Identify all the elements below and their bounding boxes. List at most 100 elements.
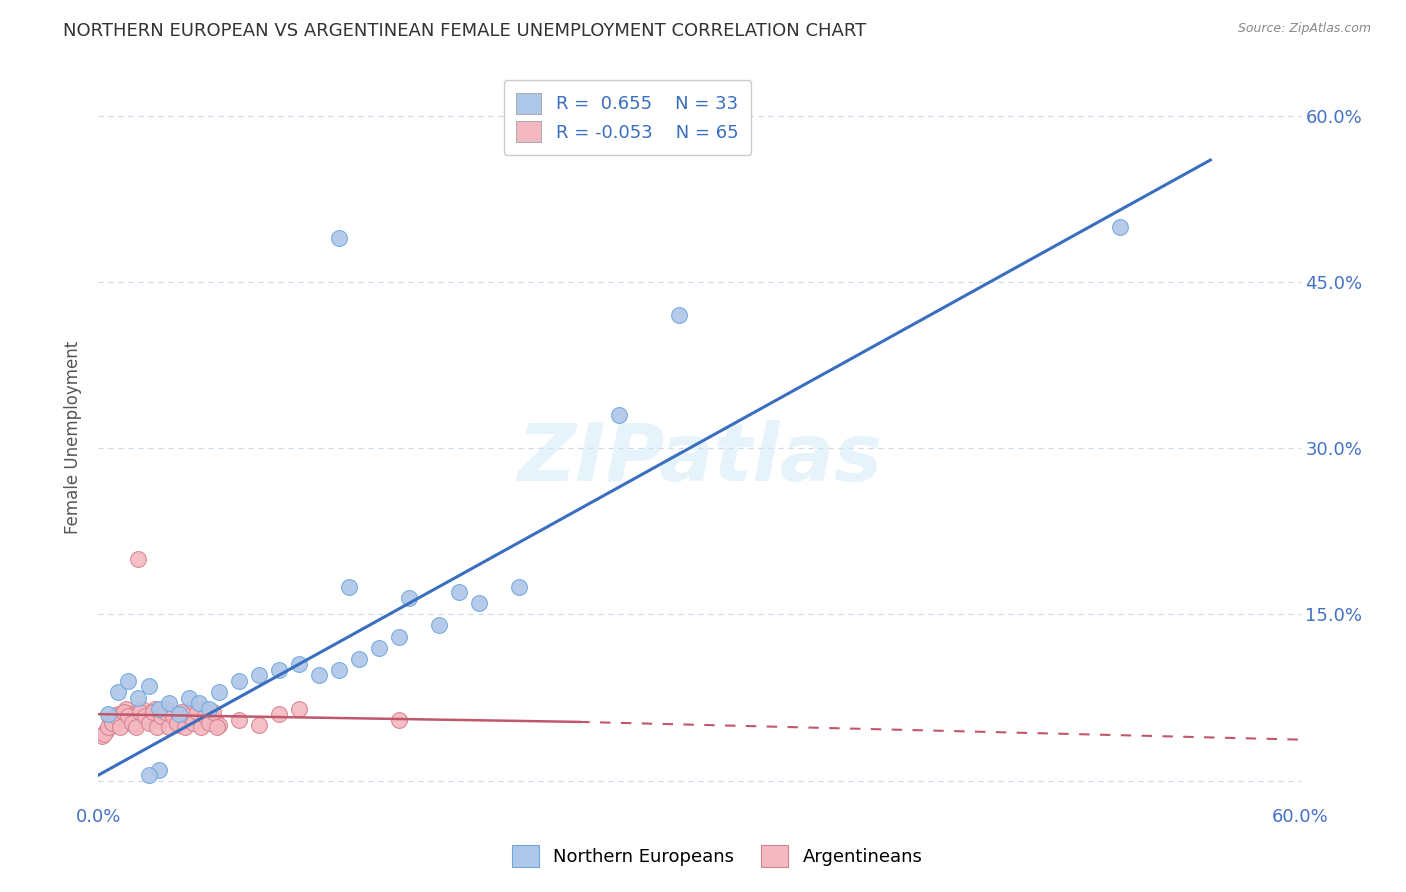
Point: [247, 718, 270, 732]
Point: [172, 707, 194, 722]
Point: [138, 716, 160, 731]
Point: [427, 618, 450, 632]
Point: [100, 713, 122, 727]
Point: [388, 630, 411, 644]
Point: [347, 651, 370, 665]
Point: [205, 721, 228, 735]
Point: [134, 709, 156, 723]
Point: [96, 723, 118, 738]
Point: [153, 705, 176, 719]
Point: [149, 709, 172, 723]
Point: [166, 716, 188, 731]
Point: [228, 713, 250, 727]
Point: [103, 718, 125, 732]
Point: [1109, 219, 1132, 234]
Point: [197, 716, 219, 731]
Point: [204, 713, 226, 727]
Point: [267, 663, 290, 677]
Point: [197, 701, 219, 715]
Point: [187, 707, 209, 722]
Legend: R =  0.655    N = 33, R = -0.053    N = 65: R = 0.655 N = 33, R = -0.053 N = 65: [503, 80, 751, 154]
Point: [176, 713, 198, 727]
Point: [148, 701, 170, 715]
Point: [228, 673, 250, 688]
Point: [148, 713, 170, 727]
Point: [129, 705, 152, 719]
Point: [368, 640, 391, 655]
Point: [125, 721, 148, 735]
Point: [186, 705, 208, 719]
Point: [91, 729, 114, 743]
Point: [177, 709, 200, 723]
Point: [131, 701, 153, 715]
Point: [143, 701, 166, 715]
Point: [169, 705, 191, 719]
Point: [668, 308, 690, 322]
Legend: Northern Europeans, Argentineans: Northern Europeans, Argentineans: [505, 838, 929, 874]
Point: [107, 707, 129, 722]
Point: [121, 716, 143, 731]
Point: [167, 707, 190, 722]
Point: [124, 718, 146, 732]
Point: [128, 690, 150, 705]
Point: [181, 716, 204, 731]
Point: [609, 408, 631, 422]
Point: [180, 701, 202, 715]
Point: [138, 680, 160, 694]
Point: [200, 707, 222, 722]
Point: [141, 705, 163, 719]
Point: [288, 657, 311, 672]
Point: [247, 668, 270, 682]
Point: [195, 713, 218, 727]
Point: [201, 705, 224, 719]
Text: ZIPatlas: ZIPatlas: [517, 420, 882, 498]
Point: [183, 713, 205, 727]
Point: [177, 690, 200, 705]
Point: [101, 716, 124, 731]
Point: [508, 580, 530, 594]
Point: [187, 696, 209, 710]
Point: [398, 591, 420, 605]
Point: [328, 663, 350, 677]
Point: [157, 721, 180, 735]
Point: [208, 718, 231, 732]
Point: [97, 721, 120, 735]
Point: [139, 707, 162, 722]
Point: [190, 721, 212, 735]
Point: [157, 696, 180, 710]
Point: [128, 552, 150, 566]
Point: [191, 701, 214, 715]
Point: [167, 718, 190, 732]
Point: [152, 707, 174, 722]
Y-axis label: Female Unemployment: Female Unemployment: [65, 341, 83, 533]
Point: [120, 707, 142, 722]
Point: [107, 685, 129, 699]
Point: [388, 713, 411, 727]
Point: [288, 701, 311, 715]
Point: [162, 709, 184, 723]
Point: [173, 721, 195, 735]
Point: [155, 701, 177, 715]
Point: [308, 668, 330, 682]
Point: [468, 596, 491, 610]
Point: [117, 709, 139, 723]
Point: [128, 707, 150, 722]
Point: [163, 707, 186, 722]
Point: [148, 763, 170, 777]
Point: [138, 768, 160, 782]
Point: [93, 727, 115, 741]
Point: [208, 685, 231, 699]
Point: [194, 709, 217, 723]
Point: [97, 707, 120, 722]
Point: [447, 585, 470, 599]
Point: [135, 713, 157, 727]
Point: [114, 705, 136, 719]
Point: [115, 701, 138, 715]
Point: [267, 707, 290, 722]
Point: [105, 709, 128, 723]
Point: [337, 580, 360, 594]
Point: [117, 673, 139, 688]
Point: [111, 713, 134, 727]
Point: [110, 721, 132, 735]
Point: [145, 721, 167, 735]
